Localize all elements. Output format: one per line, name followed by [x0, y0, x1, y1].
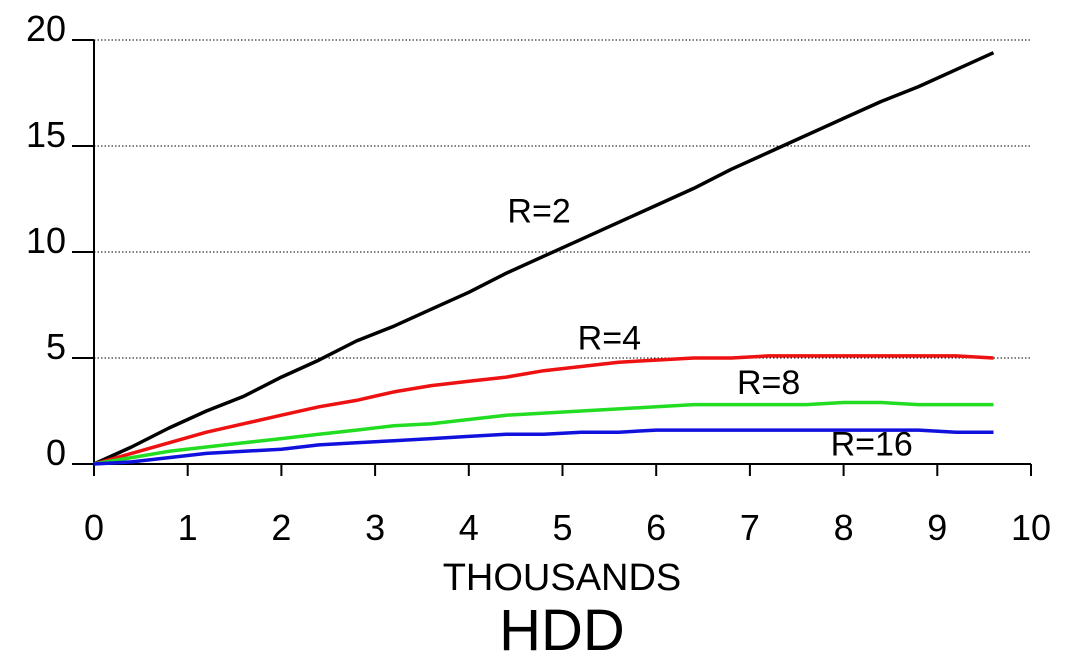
y-tick-label: 5 — [46, 326, 66, 367]
series-annotations: R=2 R=4 R=8 R=16 — [507, 192, 912, 463]
x-tick-label: 0 — [84, 507, 104, 548]
x-axis-label: THOUSANDS — [443, 557, 682, 599]
grid-lines — [94, 39, 1031, 359]
y-tick-label: 0 — [46, 432, 66, 473]
x-tick-label: 8 — [834, 507, 854, 548]
x-tick-label: 6 — [646, 507, 666, 548]
series-annotation: R=2 — [507, 192, 570, 230]
axis-ticks: 0 5 10 15 20 0 1 2 3 4 5 6 7 8 9 10 — [26, 8, 1051, 548]
x-tick-label: 1 — [178, 507, 198, 548]
x-tick-label: 10 — [1011, 507, 1051, 548]
series-annotation: R=4 — [578, 320, 641, 358]
series-line-r-8 — [93, 400, 994, 466]
x-tick-label: 2 — [271, 507, 291, 548]
series-line-r-4 — [93, 354, 994, 466]
x-tick-label: 3 — [365, 507, 385, 548]
series-line-r-2 — [93, 51, 995, 466]
y-tick-label: 10 — [26, 220, 66, 261]
y-tick-label: 20 — [26, 8, 66, 49]
x-tick-label: 4 — [459, 507, 479, 548]
series-lines — [93, 51, 995, 466]
x-tick-label: 5 — [552, 507, 572, 548]
series-annotation: R=8 — [737, 364, 800, 402]
x-tick-label: 9 — [927, 507, 947, 548]
series-annotation: R=16 — [831, 426, 913, 464]
x-tick-label: 7 — [740, 507, 760, 548]
series-line-r-16 — [93, 428, 994, 466]
y-tick-label: 15 — [26, 114, 66, 155]
chart-caption: HDD — [499, 598, 625, 654]
